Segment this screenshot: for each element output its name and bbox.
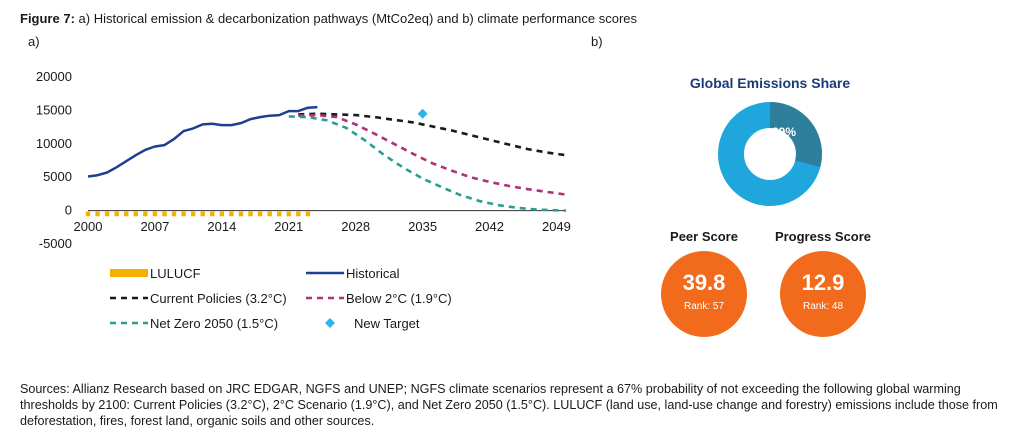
legend-swatch-new-target bbox=[325, 318, 335, 328]
lulucf-bar bbox=[200, 211, 205, 217]
lulucf-bar bbox=[296, 211, 301, 217]
y-tick-label: 5000 bbox=[43, 169, 72, 184]
historical-line bbox=[87, 105, 318, 178]
lulucf-bar bbox=[114, 211, 119, 217]
x-tick-label: 2042 bbox=[475, 219, 504, 234]
donut-share-segment bbox=[718, 102, 822, 206]
lulucf-bar bbox=[257, 211, 263, 217]
x-tick-label: 2028 bbox=[341, 219, 370, 234]
performance-panel: Global Emissions Share 29% Peer Score 39… bbox=[640, 70, 900, 350]
y-tick-label: 15000 bbox=[36, 102, 72, 117]
panel-a-label: a) bbox=[28, 34, 40, 49]
current-policies-3-2-c-line bbox=[298, 112, 567, 157]
lulucf-bar bbox=[143, 211, 148, 217]
lulucf-bar bbox=[210, 211, 215, 217]
donut-share-label: 29% bbox=[772, 125, 796, 139]
donut-title: Global Emissions Share bbox=[689, 75, 851, 91]
lulucf-bar bbox=[248, 211, 253, 217]
peer-score-circle: 39.8 Rank: 57 bbox=[661, 251, 747, 337]
x-tick-label: 2035 bbox=[408, 219, 437, 234]
lulucf-bar bbox=[95, 211, 100, 217]
lulucf-bar bbox=[152, 211, 158, 217]
lulucf-bar bbox=[267, 211, 272, 217]
legend-label-lulucf: LULUCF bbox=[150, 266, 201, 281]
progress-score-rank: Rank: 48 bbox=[802, 301, 844, 312]
x-tick-label: 2021 bbox=[274, 219, 303, 234]
legend-label-current-policies-3-2-c: Current Policies (3.2°C) bbox=[150, 291, 287, 306]
legend-label-net-zero-2050-1-5-c: Net Zero 2050 (1.5°C) bbox=[150, 316, 278, 331]
net-zero-2050-1-5-c-line bbox=[288, 115, 567, 212]
progress-score-value: 12.9 bbox=[801, 270, 845, 295]
new-target-marker bbox=[417, 108, 428, 119]
figure-label: Figure 7: bbox=[20, 11, 75, 26]
lulucf-bar bbox=[124, 211, 129, 217]
y-tick-label: 0 bbox=[65, 203, 72, 218]
x-tick-label: 2014 bbox=[207, 219, 236, 234]
peer-score-rank: Rank: 57 bbox=[683, 301, 725, 312]
lulucf-bar bbox=[171, 211, 177, 217]
lulucf-bar bbox=[286, 211, 291, 217]
peer-score-title: Peer Score bbox=[670, 229, 738, 244]
y-tick-label: 10000 bbox=[36, 136, 72, 151]
lulucf-bar bbox=[305, 211, 311, 217]
lulucf-bar bbox=[277, 211, 282, 217]
legend-swatch-lulucf bbox=[110, 269, 148, 277]
lulucf-bar bbox=[104, 211, 110, 217]
chart-legend: LULUCF Historical Current Policies (3.2°C)… bbox=[110, 266, 452, 331]
figure-title: Figure 7: a) Historical emission & decar… bbox=[20, 11, 637, 26]
lulucf-bar bbox=[133, 211, 138, 217]
progress-score-title: Progress Score bbox=[774, 229, 872, 244]
legend-label-new-target: New Target bbox=[354, 316, 420, 331]
lulucf-bar bbox=[190, 211, 196, 217]
lulucf-bar bbox=[238, 211, 244, 217]
lulucf-bar bbox=[181, 211, 186, 217]
x-tick-label: 2049 bbox=[542, 219, 571, 234]
panel-b-label: b) bbox=[591, 34, 603, 49]
lulucf-bar bbox=[219, 211, 225, 217]
peer-score-value: 39.8 bbox=[682, 270, 726, 295]
lulucf-bar bbox=[229, 211, 234, 217]
y-tick-label: 20000 bbox=[36, 69, 72, 84]
legend-label-below-2-c-1-9-c: Below 2°C (1.9°C) bbox=[346, 291, 452, 306]
figure-title-text: a) Historical emission & decarbonization… bbox=[74, 11, 638, 26]
legend-label-historical: Historical bbox=[346, 266, 400, 281]
lulucf-bar bbox=[162, 211, 167, 217]
lulucf-bar bbox=[85, 211, 91, 217]
emissions-share-donut: 29% bbox=[718, 102, 822, 206]
x-tick-label: 2007 bbox=[140, 219, 169, 234]
y-tick-label: -5000 bbox=[39, 236, 72, 251]
x-tick-label: 2000 bbox=[74, 219, 103, 234]
sources-note: Sources: Allianz Research based on JRC E… bbox=[20, 382, 998, 428]
below-2-c-1-9-c-line bbox=[298, 113, 567, 196]
progress-score-circle: 12.9 Rank: 48 bbox=[780, 251, 866, 337]
